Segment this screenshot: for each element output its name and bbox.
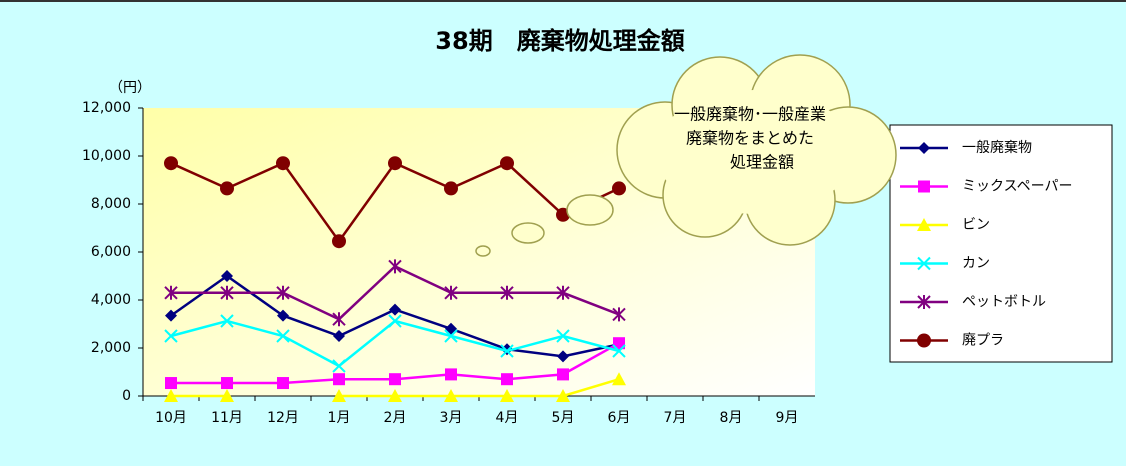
legend-marker — [917, 334, 931, 348]
legend-label: ペットボトル — [962, 294, 1046, 310]
legend-label: ミックスペーパー — [962, 179, 1072, 195]
marker — [221, 377, 233, 389]
x-tick-label: 11月 — [211, 410, 243, 426]
marker — [445, 368, 457, 380]
legend-box — [890, 125, 1112, 362]
marker — [612, 181, 626, 195]
callout-bubble — [512, 223, 544, 243]
y-unit: （円） — [109, 80, 151, 96]
marker — [332, 234, 346, 248]
page: {"chart_data": {"type": "line", "title":… — [0, 0, 1126, 466]
callout-line: 廃棄物をまとめた — [686, 129, 814, 148]
marker — [500, 156, 514, 170]
callout-line: 一般廃棄物･一般産業 — [674, 105, 826, 124]
x-tick-label: 4月 — [496, 410, 519, 426]
y-tick-label: 2,000 — [91, 340, 131, 356]
x-tick-label: 12月 — [267, 410, 299, 426]
marker — [444, 181, 458, 195]
chart: 38期 廃棄物処理金額 （円） 0 2,000 4,000 6,000 8,000 10,… — [0, 0, 1126, 466]
y-tick-label: 12,000 — [82, 100, 131, 116]
x-tick-label: 1月 — [328, 410, 351, 426]
marker — [164, 156, 178, 170]
x-tick-label: 6月 — [608, 410, 631, 426]
marker — [388, 156, 402, 170]
marker — [557, 368, 569, 380]
y-tick-label: 0 — [122, 388, 131, 404]
marker — [165, 377, 177, 389]
callout-line: 処理金額 — [730, 153, 794, 172]
x-tick-label: 3月 — [440, 410, 463, 426]
marker — [277, 377, 289, 389]
marker — [220, 181, 234, 195]
marker — [501, 373, 513, 385]
x-tick-label: 7月 — [664, 410, 687, 426]
marker — [333, 373, 345, 385]
y-tick-label: 4,000 — [91, 292, 131, 308]
callout-bubble — [476, 246, 490, 256]
y-tick-label: 6,000 — [91, 244, 131, 260]
x-tick-label: 5月 — [552, 410, 575, 426]
callout-bubble — [567, 195, 613, 225]
x-tick-label: 9月 — [776, 410, 799, 426]
legend-label: 廃プラ — [962, 332, 1004, 349]
x-tick-label: 10月 — [155, 410, 187, 426]
y-tick-label: 8,000 — [91, 196, 131, 212]
marker — [389, 373, 401, 385]
legend-marker — [918, 181, 930, 193]
legend-label: ビン — [962, 217, 990, 233]
x-tick-label: 2月 — [384, 410, 407, 426]
legend-label: 一般廃棄物 — [962, 139, 1032, 156]
chart-title: 38期 廃棄物処理金額 — [435, 27, 684, 55]
x-tick-label: 8月 — [720, 410, 743, 426]
marker — [276, 156, 290, 170]
legend-label: カン — [962, 256, 990, 272]
y-tick-label: 10,000 — [82, 148, 131, 164]
